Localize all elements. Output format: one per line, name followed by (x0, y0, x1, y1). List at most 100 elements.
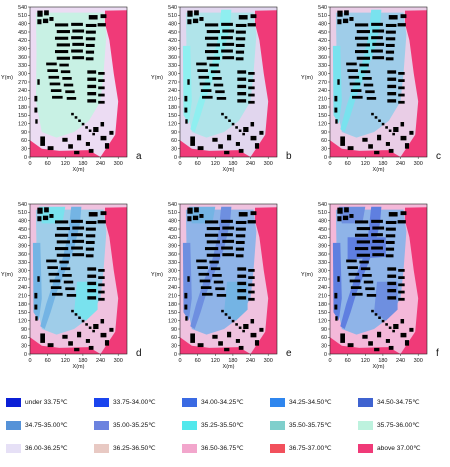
building (377, 134, 382, 141)
legend-swatch (6, 420, 21, 430)
building (235, 323, 238, 326)
building (372, 253, 385, 257)
y-tick-label: 150 (168, 113, 177, 119)
building (35, 316, 38, 321)
building (85, 220, 97, 224)
y-tick-label: 90 (21, 130, 27, 136)
building (224, 116, 228, 119)
building (235, 43, 245, 47)
building (71, 36, 83, 40)
building (387, 296, 397, 300)
building (372, 56, 385, 60)
panel-letter: d (136, 348, 142, 359)
building (385, 37, 396, 41)
y-tick-label: 210 (168, 293, 177, 299)
y-tick-label: 150 (18, 113, 27, 119)
building (235, 142, 240, 146)
building (52, 95, 63, 99)
building (104, 143, 110, 149)
building (235, 37, 246, 41)
y-tick-label: 450 (18, 227, 27, 233)
building (100, 14, 107, 19)
building (387, 70, 397, 74)
hot-zone-right (400, 7, 427, 157)
y-tick-label: 480 (168, 218, 177, 224)
building (371, 112, 374, 116)
building (354, 233, 369, 237)
building (222, 29, 235, 33)
building (385, 220, 397, 224)
building (360, 267, 371, 271)
building (354, 23, 369, 27)
building (398, 297, 405, 301)
y-tick-label: 120 (168, 121, 177, 127)
building (37, 207, 43, 214)
building (37, 79, 40, 85)
legend-label: 36.50-36.75℃ (201, 445, 244, 452)
building (377, 331, 382, 338)
building (88, 326, 92, 329)
building (100, 319, 105, 324)
heatmap-layer (30, 204, 127, 354)
building (346, 62, 357, 66)
legend-label: 34.50-34.75℃ (377, 399, 420, 406)
building (238, 345, 244, 350)
hot-zone-right (250, 204, 277, 354)
building (87, 70, 97, 74)
building (235, 23, 247, 27)
building (398, 100, 405, 104)
building (250, 332, 257, 338)
building (85, 339, 90, 343)
legend-label: 35.75-36.00℃ (377, 422, 420, 429)
building (235, 247, 245, 251)
building (65, 90, 75, 94)
legend-swatch (270, 420, 285, 430)
building (237, 281, 247, 286)
building (202, 292, 213, 296)
building (248, 290, 255, 294)
building (349, 279, 361, 283)
building (187, 79, 190, 85)
building (371, 246, 383, 250)
building (197, 343, 204, 348)
panel-d: 0 30 60 90 120 150 180 210 240 270 300 330 360 390 420… (1, 202, 142, 370)
building (56, 56, 70, 60)
x-axis-label: X(m) (73, 167, 85, 173)
y-tick-label: 240 (318, 88, 327, 94)
x-tick-label: 180 (228, 161, 237, 167)
building (409, 327, 414, 332)
legend-item: 35.50-35.75℃ (270, 419, 332, 431)
building (37, 276, 40, 282)
building (342, 18, 349, 24)
y-tick-label: 240 (318, 285, 327, 291)
building (85, 50, 95, 54)
building (349, 82, 361, 86)
building (78, 316, 81, 319)
y-tick-label: 270 (318, 80, 327, 86)
building (98, 283, 105, 287)
y-tick-label: 510 (318, 210, 327, 216)
building (356, 56, 370, 60)
building (337, 79, 340, 85)
building (374, 313, 378, 316)
y-tick-label: 450 (168, 30, 177, 36)
building (74, 116, 78, 119)
legend-label: under 33.75℃ (25, 399, 68, 406)
heatmap-top-band (180, 7, 277, 12)
y-tick-label: 210 (18, 96, 27, 102)
y-axis-label: Y(m) (301, 75, 313, 81)
building (235, 57, 244, 61)
building (221, 22, 233, 26)
legend-item: 35.75-36.00℃ (358, 419, 420, 431)
building (68, 144, 73, 149)
y-tick-label: 60 (171, 335, 177, 341)
building (68, 341, 73, 346)
building (385, 323, 388, 326)
cool-channel (190, 206, 232, 329)
legend-label: 34.25-34.50℃ (289, 399, 332, 406)
building (74, 313, 78, 316)
building (371, 36, 383, 40)
building (235, 254, 244, 258)
x-tick-label: 120 (61, 161, 70, 167)
y-tick-label: 300 (168, 268, 177, 274)
